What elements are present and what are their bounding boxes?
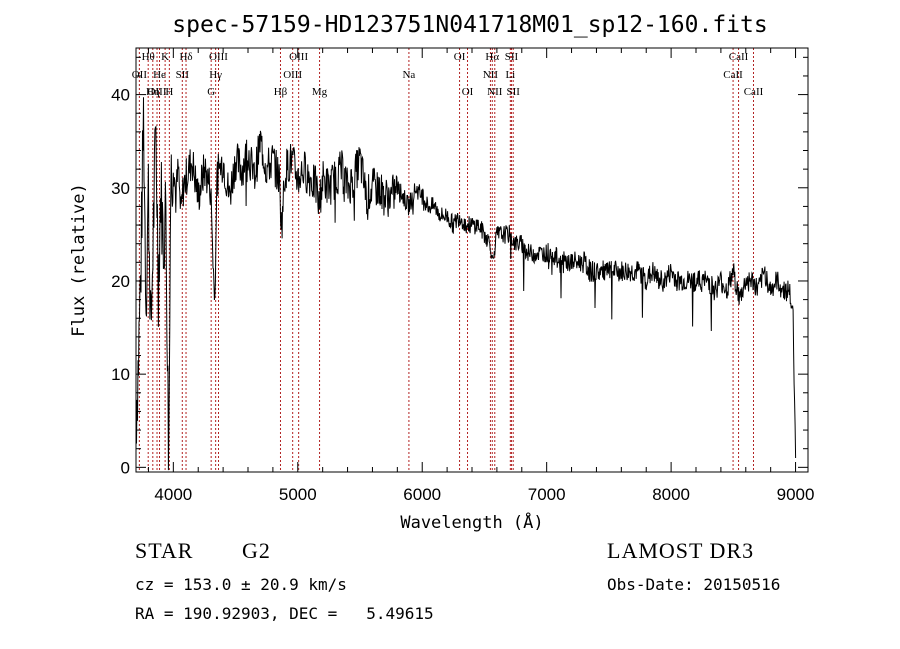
spectral-line-label: Hα	[485, 51, 499, 63]
spectral-line-label: SII	[506, 86, 520, 98]
x-tick-label: 6000	[403, 485, 441, 504]
observation-date: Obs-Date: 20150516	[607, 575, 781, 594]
spectral-line-label: OIII	[283, 69, 302, 81]
x-axis-label: Wavelength (Å)	[400, 511, 543, 533]
spectral-line-label: Hγ	[209, 69, 222, 81]
spectrum-line	[135, 97, 797, 471]
spectral-line-label: OII	[132, 69, 148, 81]
spectral-line-label: Hβ	[274, 86, 288, 98]
spectrum-layer	[135, 97, 797, 471]
spectral-line-label: SII	[176, 69, 190, 81]
spectral-line-label: OIII	[148, 86, 167, 98]
spectral-line-label: Li	[505, 69, 515, 81]
x-axis-ticks: 4000 5000 6000 7000 8000 9000	[147, 48, 815, 504]
survey-name: LAMOST DR3	[607, 538, 755, 563]
spectral-line-label: NII	[483, 69, 499, 81]
spectral-line-label: OI	[454, 51, 466, 63]
y-tick-label: 30	[111, 179, 130, 198]
chart-title: spec-57159-HD123751N041718M01_sp12-160.f…	[172, 12, 767, 38]
redshift-readout: cz = 153.0 ± 20.9 km/s	[135, 575, 347, 594]
object-class: STAR	[135, 538, 194, 563]
spectral-line-label: OI	[462, 86, 474, 98]
spectral-line-label: Hη	[146, 86, 160, 98]
plot-frame	[135, 47, 809, 473]
y-axis-ticks: 0 10 20 30 40	[111, 56, 808, 477]
x-tick-label: 5000	[279, 485, 317, 504]
spectral-line-label: K	[161, 51, 169, 63]
x-tick-label: 8000	[652, 485, 690, 504]
y-tick-label: 20	[111, 272, 130, 291]
spectral-line-label: NII	[487, 86, 503, 98]
y-tick-label: 10	[111, 365, 130, 384]
x-tick-label: 9000	[777, 485, 815, 504]
spectral-line-label: OIII	[289, 51, 308, 63]
spectral-line-label: He	[153, 69, 166, 81]
spectral-line-markers	[138, 48, 754, 472]
x-tick-label: 4000	[154, 485, 192, 504]
spectral-line-label: CaII	[729, 51, 749, 63]
spectral-line-label: H	[165, 86, 173, 98]
spectral-line-labels: Hθ K Hδ OIII OIII OI Hα SII CaII OII He SII Hγ OIII Na…	[132, 51, 764, 98]
spectral-subclass: G2	[242, 538, 271, 563]
x-tick-label: 7000	[528, 485, 566, 504]
spectral-line-label: G	[207, 86, 215, 98]
y-axis-label: Flux (relative)	[69, 183, 89, 337]
spectral-line-label: Na	[402, 69, 415, 81]
y-tick-label: 40	[111, 86, 130, 105]
spectral-line-label: OIII	[209, 51, 228, 63]
y-tick-label: 0	[121, 458, 130, 477]
spectral-line-label: SII	[505, 51, 519, 63]
spectral-line-label: CaII	[744, 86, 764, 98]
coordinates-readout: RA = 190.92903, DEC = 5.49615	[135, 604, 434, 623]
spectral-line-label: CaII	[723, 69, 743, 81]
spectral-line-label: Hθ	[142, 51, 155, 63]
spectral-line-label: Hδ	[179, 51, 192, 63]
spectral-line-label: Mg	[312, 86, 328, 98]
